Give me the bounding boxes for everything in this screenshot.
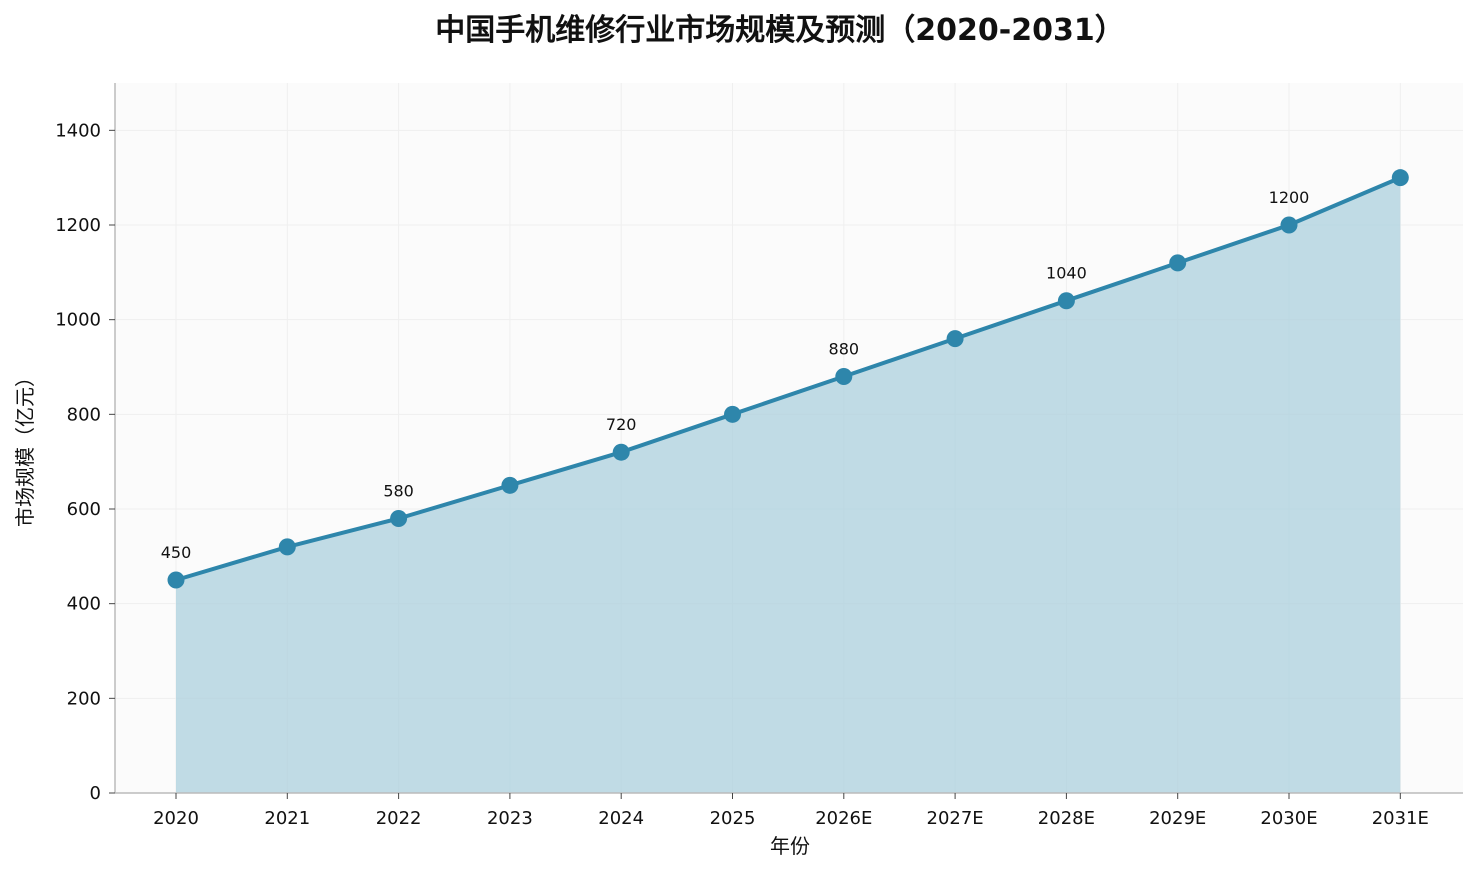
x-tick-label: 2023 bbox=[487, 808, 533, 829]
data-point bbox=[1169, 254, 1187, 272]
x-tick-label: 2024 bbox=[598, 808, 644, 829]
data-point bbox=[1391, 169, 1409, 187]
x-tick-label: 2031E bbox=[1372, 808, 1429, 829]
series-line bbox=[175, 175, 1402, 582]
data-label: 580 bbox=[383, 481, 414, 500]
data-point bbox=[1057, 292, 1075, 310]
data-point bbox=[1280, 216, 1298, 234]
area-fill bbox=[176, 177, 1401, 793]
x-tick-label: 2027E bbox=[927, 808, 984, 829]
y-axis-ticks: 0 200 400 600 800 1000 1200 1400 bbox=[55, 120, 115, 804]
data-label: 720 bbox=[606, 415, 637, 434]
data-point bbox=[835, 367, 853, 385]
y-tick-label: 0 bbox=[90, 783, 101, 804]
x-tick-label: 2029E bbox=[1149, 808, 1206, 829]
x-tick-label: 2022 bbox=[376, 808, 422, 829]
data-point bbox=[390, 509, 408, 527]
y-tick-label: 200 bbox=[67, 688, 101, 709]
data-point bbox=[278, 538, 296, 556]
data-labels: 450 580 720 880 1040 1200 bbox=[161, 188, 1310, 562]
data-points bbox=[167, 169, 1409, 589]
y-tick-label: 600 bbox=[67, 499, 101, 520]
data-point bbox=[946, 330, 964, 348]
x-tick-label: 2025 bbox=[710, 808, 756, 829]
x-axis-title: 年份 bbox=[770, 834, 810, 858]
data-label: 450 bbox=[161, 543, 192, 562]
data-point bbox=[724, 405, 741, 423]
x-tick-label: 2030E bbox=[1260, 808, 1317, 829]
chart-title: 中国手机维修行业市场规模及预测（2020-2031） bbox=[435, 13, 1124, 48]
x-tick-label: 2028E bbox=[1038, 808, 1095, 829]
x-tick-label: 2026E bbox=[815, 808, 872, 829]
x-tick-label: 2020 bbox=[153, 808, 199, 829]
data-point bbox=[501, 476, 519, 494]
data-label: 880 bbox=[829, 339, 860, 358]
y-tick-label: 1000 bbox=[55, 310, 101, 331]
y-tick-label: 1200 bbox=[55, 215, 101, 236]
data-point bbox=[612, 443, 630, 461]
x-tick-label: 2021 bbox=[264, 808, 310, 829]
y-tick-label: 400 bbox=[67, 594, 101, 615]
y-tick-label: 800 bbox=[67, 404, 101, 425]
data-label: 1040 bbox=[1046, 264, 1087, 283]
data-point bbox=[167, 571, 185, 589]
x-axis-ticks: 2020 2021 2022 2023 2024 2025 2026E 2027E 2028E 2… bbox=[153, 793, 1429, 829]
y-axis-title: 市场规模（亿元） bbox=[13, 367, 37, 527]
data-label: 1200 bbox=[1269, 188, 1310, 207]
y-tick-label: 1400 bbox=[55, 120, 101, 141]
